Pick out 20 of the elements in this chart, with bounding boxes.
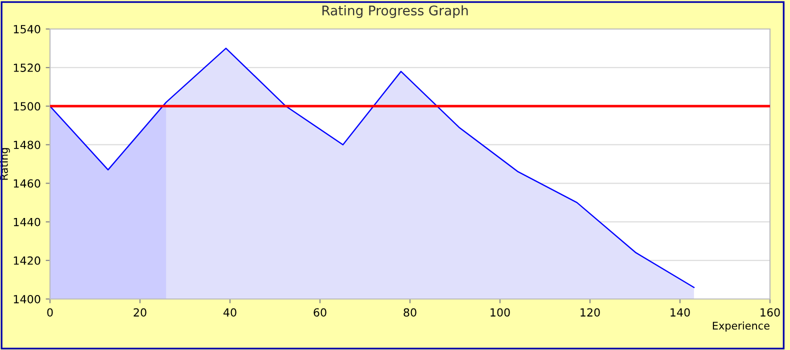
y-axis-title: Rating [0, 148, 10, 180]
x-tick-label: 0 [47, 308, 53, 317]
x-tick-label: 160 [760, 308, 780, 317]
x-tick-label: 60 [314, 308, 326, 317]
y-tick-label: 1540 [14, 24, 40, 34]
y-tick-label: 1480 [14, 140, 40, 150]
y-tick-label: 1520 [14, 64, 40, 72]
y-tick-label: 1420 [14, 256, 40, 265]
x-tick-label: 80 [404, 308, 416, 317]
x-tick-label: 40 [223, 308, 236, 317]
y-tick-label: 1500 [14, 102, 40, 111]
x-tick-label: 20 [134, 308, 146, 317]
x-tick-label: 100 [490, 308, 510, 317]
x-tick-label: 120 [580, 308, 600, 317]
chart-title: Rating Progress Graph [322, 5, 468, 18]
y-tick-label: 1440 [14, 218, 40, 226]
x-axis-title: Experience [712, 322, 770, 332]
x-tick-label: 140 [670, 308, 690, 317]
y-tick-label: 1460 [14, 179, 40, 188]
y-tick-label: 1400 [14, 294, 40, 304]
